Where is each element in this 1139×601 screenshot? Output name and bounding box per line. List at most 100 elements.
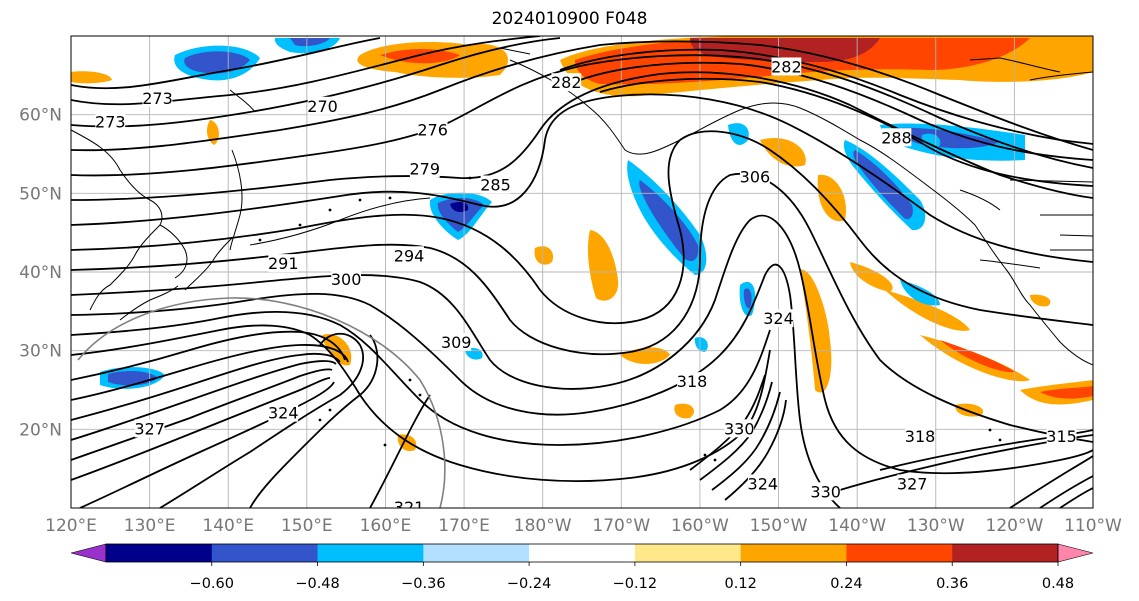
contour-label: 324 [748, 474, 779, 493]
fill-patch [694, 337, 708, 352]
fill-patch [1030, 294, 1051, 307]
contour-line [71, 37, 561, 128]
island-marker [988, 428, 992, 432]
contour-label: 276 [417, 120, 448, 139]
coastline [959, 189, 1001, 211]
contour-label: 273 [95, 113, 126, 132]
lon-tick-label: 120°E [45, 516, 97, 536]
lon-tick-label: 130°W [907, 516, 965, 536]
lon-tick-label: 160°E [360, 516, 412, 536]
coastline [1004, 267, 1093, 366]
fill-patch [760, 138, 806, 167]
contour-label: 330 [724, 419, 755, 438]
contour-label: 288 [881, 128, 912, 147]
contour-label-bg [771, 57, 802, 76]
colorbar-bin [529, 544, 636, 562]
fill-patch [184, 51, 250, 74]
lon-tick-label: 110°W [1064, 516, 1122, 536]
coastline [1009, 179, 1093, 183]
colorbar-tick-label: −0.36 [401, 576, 445, 592]
contour-line [724, 399, 787, 501]
lon-tick-label: 150°E [281, 516, 333, 536]
fill-patch [290, 38, 330, 47]
lon-tick-label: 140°E [202, 516, 254, 536]
coastline [229, 89, 256, 113]
contour-line [879, 429, 1093, 471]
contour-line [71, 172, 1093, 443]
lat-tick-label: 40°N [19, 263, 62, 283]
contour-label-bg [331, 269, 362, 288]
fill-patch [800, 269, 832, 393]
contour-label: 315 [1046, 427, 1077, 446]
contour-label-bg [881, 128, 912, 147]
map-border [70, 35, 1094, 509]
contour-label-bg [810, 482, 841, 501]
contour-label: 318 [905, 427, 936, 446]
island-marker [298, 223, 302, 227]
contour-line [579, 61, 1093, 161]
contour-label: 321 [394, 498, 425, 517]
lat-tick-label: 60°N [19, 106, 62, 126]
contour-label-bg [268, 403, 299, 422]
island-marker [383, 443, 387, 447]
contour-label-bg [763, 309, 794, 328]
contour-label-bg [677, 372, 707, 391]
coastline [1029, 71, 1093, 81]
contour-line [71, 54, 1093, 177]
coastline [999, 57, 1061, 73]
contour-line [71, 377, 331, 481]
range-circle [77, 297, 446, 508]
contour-label: 294 [394, 246, 425, 265]
latitude-tick-labels: 20°N 30°N 40°N 50°N 60°N [19, 106, 62, 441]
colorbar-extend-high [1057, 543, 1094, 563]
contour-line [711, 391, 781, 491]
contour-label-bg [551, 73, 582, 92]
lon-tick-label: 140°W [828, 516, 886, 536]
contour-line [71, 93, 1093, 263]
contour-label-bg [747, 474, 778, 493]
lat-tick-label: 30°N [19, 342, 62, 362]
lon-tick-label: 130°E [124, 516, 176, 536]
island-marker [703, 453, 707, 457]
coastline [71, 129, 163, 311]
coastline [119, 285, 179, 321]
colorbar-tick-label: −0.24 [507, 576, 551, 592]
island-marker [328, 208, 332, 212]
coastline [249, 197, 431, 246]
colorbar-bin [634, 544, 742, 562]
colorbar-bin [211, 544, 318, 562]
contour-label: 327 [134, 419, 165, 438]
lon-tick-label: 150°W [750, 516, 808, 536]
fill-patch [587, 230, 619, 301]
contour-label: 282 [551, 73, 582, 92]
island-marker [388, 196, 392, 200]
fill-patch [71, 71, 112, 84]
contour-label: 324 [763, 309, 794, 328]
contour-label-bg [394, 246, 424, 265]
contour-line [71, 368, 333, 461]
coastline [184, 237, 233, 291]
coastline [159, 224, 188, 279]
contour-label: 318 [677, 372, 708, 391]
island-marker [998, 438, 1002, 442]
contour-line [159, 332, 364, 508]
fill-patch [900, 280, 940, 306]
fill-patch [674, 403, 695, 419]
fill-patch [728, 123, 749, 145]
contour-label-bg [897, 474, 928, 493]
contour-line [71, 330, 346, 381]
fill-patch [885, 290, 970, 331]
coastline [499, 47, 531, 55]
contour-line [71, 71, 1093, 201]
contour-label: 327 [897, 474, 928, 493]
contour-label-bg [905, 427, 935, 446]
island-marker [328, 408, 332, 412]
contour-line [249, 334, 379, 508]
colorbar-bin [952, 544, 1059, 562]
contour-line [71, 40, 1093, 152]
contour-line [71, 324, 771, 483]
colorbar-tick-label: −0.48 [295, 576, 339, 592]
contour-line [369, 394, 431, 508]
colorbar-tick-label: 0.12 [725, 576, 757, 592]
colorbar-tick-label: 0.36 [936, 576, 968, 592]
